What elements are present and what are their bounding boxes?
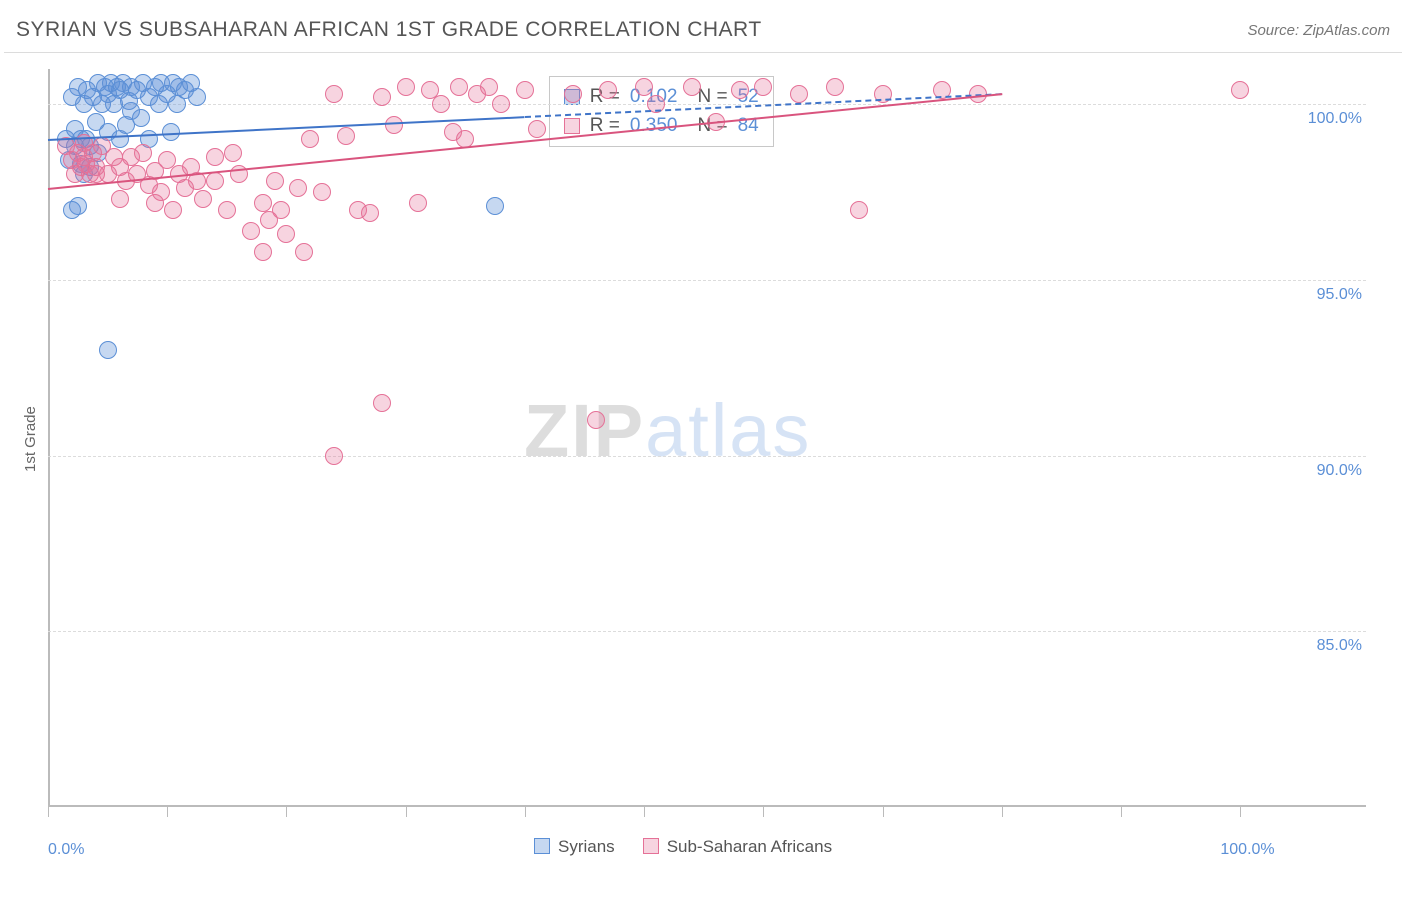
x-tick <box>406 807 407 817</box>
watermark: ZIPatlas <box>524 388 811 473</box>
y-axis-label: 1st Grade <box>22 406 39 472</box>
data-point <box>164 201 182 219</box>
data-point <box>87 165 105 183</box>
data-point <box>790 85 808 103</box>
data-point <box>295 243 313 261</box>
data-point <box>373 88 391 106</box>
x-axis-line <box>48 805 1366 807</box>
data-point <box>134 144 152 162</box>
series-legend-item: Sub-Saharan Africans <box>643 837 832 857</box>
x-tick <box>1121 807 1122 817</box>
data-point <box>432 95 450 113</box>
data-point <box>111 190 129 208</box>
data-point <box>361 204 379 222</box>
data-point <box>132 109 150 127</box>
x-tick <box>883 807 884 817</box>
x-max-label: 100.0% <box>1220 841 1274 859</box>
y-tick-label: 90.0% <box>1317 462 1362 480</box>
data-point <box>587 411 605 429</box>
grid-line <box>48 631 1366 632</box>
data-point <box>146 194 164 212</box>
x-tick <box>286 807 287 817</box>
data-point <box>337 127 355 145</box>
data-point <box>486 197 504 215</box>
data-point <box>277 225 295 243</box>
data-point <box>272 201 290 219</box>
data-point <box>254 243 272 261</box>
y-tick-label: 95.0% <box>1317 286 1362 304</box>
data-point <box>635 78 653 96</box>
data-point <box>516 81 534 99</box>
data-point <box>373 394 391 412</box>
data-point <box>599 81 617 99</box>
chart-title: SYRIAN VS SUBSAHARAN AFRICAN 1ST GRADE C… <box>16 18 762 42</box>
data-point <box>254 194 272 212</box>
data-point <box>1231 81 1249 99</box>
grid-line <box>48 104 1366 105</box>
x-tick <box>1002 807 1003 817</box>
data-point <box>564 85 582 103</box>
data-point <box>528 120 546 138</box>
data-point <box>385 116 403 134</box>
data-point <box>194 190 212 208</box>
data-point <box>188 88 206 106</box>
data-point <box>480 78 498 96</box>
chart-header: SYRIAN VS SUBSAHARAN AFRICAN 1ST GRADE C… <box>0 0 1406 52</box>
plot-area: ZIPatlas R =0.102N =52R =0.350N =84 85.0… <box>48 69 1366 807</box>
data-point <box>242 222 260 240</box>
y-axis-line <box>48 69 50 807</box>
data-point <box>850 201 868 219</box>
x-tick <box>525 807 526 817</box>
legend-swatch <box>643 838 659 854</box>
data-point <box>266 172 284 190</box>
y-tick-label: 85.0% <box>1317 637 1362 655</box>
series-legend-label: Syrians <box>558 837 615 856</box>
data-point <box>397 78 415 96</box>
watermark-atlas: atlas <box>645 389 811 472</box>
data-point <box>683 78 701 96</box>
y-tick-label: 100.0% <box>1308 110 1362 128</box>
x-tick <box>763 807 764 817</box>
data-point <box>289 179 307 197</box>
data-point <box>325 447 343 465</box>
data-point <box>206 148 224 166</box>
data-point <box>69 197 87 215</box>
data-point <box>450 78 468 96</box>
data-point <box>325 85 343 103</box>
series-legend-item: Syrians <box>534 837 615 857</box>
series-legend: Syrians Sub-Saharan Africans <box>534 837 832 857</box>
grid-line <box>48 280 1366 281</box>
data-point <box>754 78 772 96</box>
data-point <box>313 183 331 201</box>
grid-line <box>48 456 1366 457</box>
legend-swatch <box>564 118 580 134</box>
watermark-zip: ZIP <box>524 389 645 472</box>
legend-n-value: 84 <box>738 112 759 141</box>
data-point <box>492 95 510 113</box>
x-min-label: 0.0% <box>48 841 84 859</box>
legend-r-label: R = <box>590 112 620 141</box>
data-point <box>731 81 749 99</box>
data-point <box>75 148 93 166</box>
data-point <box>206 172 224 190</box>
data-point <box>409 194 427 212</box>
legend-swatch <box>534 838 550 854</box>
series-legend-label: Sub-Saharan Africans <box>667 837 832 856</box>
chart-area: 1st Grade ZIPatlas R =0.102N =52R =0.350… <box>4 61 1402 897</box>
x-tick <box>644 807 645 817</box>
data-point <box>826 78 844 96</box>
x-tick <box>167 807 168 817</box>
header-divider <box>4 52 1402 53</box>
x-tick <box>48 807 49 817</box>
data-point <box>224 144 242 162</box>
data-point <box>218 201 236 219</box>
x-tick <box>1240 807 1241 817</box>
data-point <box>99 341 117 359</box>
data-point <box>301 130 319 148</box>
chart-source: Source: ZipAtlas.com <box>1247 22 1390 39</box>
